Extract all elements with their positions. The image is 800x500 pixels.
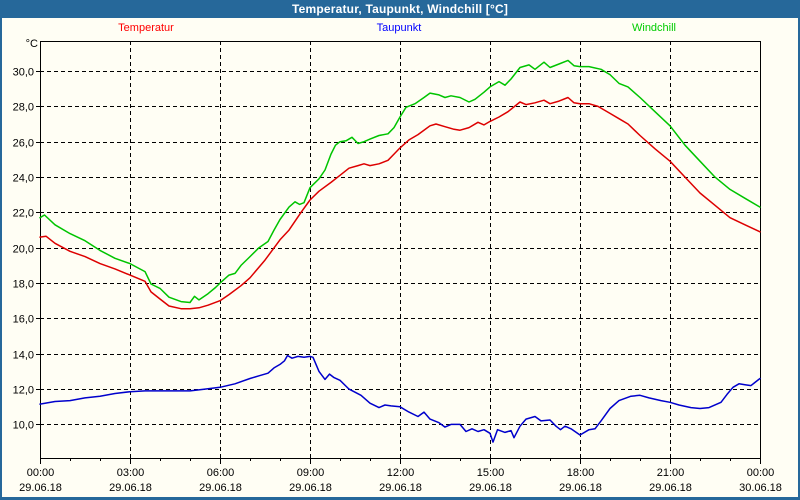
x-axis-date-label: 29.06.18: [199, 482, 242, 494]
legend-temperatur: Temperatur: [118, 22, 174, 34]
x-axis-time-label: 06:00: [207, 467, 235, 479]
series-line-temperatur: [39, 96, 761, 310]
y-axis-tick-label: 28,0: [13, 102, 34, 114]
y-axis-tick-label: 20,0: [13, 244, 34, 256]
x-axis-time-label: 15:00: [477, 467, 505, 479]
y-axis-tick-label: 14,0: [13, 350, 34, 362]
series-line-taupunkt: [39, 354, 761, 443]
x-axis-time-label: 21:00: [657, 467, 685, 479]
y-axis-tick-label: 18,0: [13, 279, 34, 291]
legend-taupunkt: Taupunkt: [376, 22, 422, 34]
y-axis-tick-label: 24,0: [13, 173, 34, 185]
y-axis-unit-label: °C: [25, 38, 38, 50]
x-axis-time-label: 00:00: [27, 467, 55, 479]
plot-border: [40, 41, 761, 459]
x-axis-time-label: 00:00: [747, 467, 775, 479]
window-title-bar: Temperatur, Taupunkt, Windchill [°C]: [2, 0, 798, 18]
y-axis-tick-label: 22,0: [13, 208, 34, 220]
x-axis-time-label: 03:00: [117, 467, 145, 479]
y-axis-tick-label: 30,0: [13, 67, 34, 79]
x-axis-date-label: 29.06.18: [649, 482, 692, 494]
x-axis-time-label: 12:00: [387, 467, 415, 479]
legend-windchill: Windchill: [631, 22, 677, 34]
x-axis-time-label: 18:00: [567, 467, 595, 479]
y-axis-tick-label: 10,0: [13, 420, 34, 432]
window-title: Temperatur, Taupunkt, Windchill [°C]: [291, 2, 509, 16]
x-axis-date-label: 29.06.18: [289, 482, 332, 494]
y-axis-tick-label: 16,0: [13, 314, 34, 326]
x-axis-date-label: 29.06.18: [19, 482, 62, 494]
x-axis-time-label: 09:00: [297, 467, 325, 479]
series-line-windchill: [39, 59, 761, 304]
x-axis-date-label: 30.06.18: [739, 482, 782, 494]
x-axis-date-label: 29.06.18: [469, 482, 512, 494]
x-axis-date-label: 29.06.18: [109, 482, 152, 494]
x-axis-date-label: 29.06.18: [379, 482, 422, 494]
x-axis-date-label: 29.06.18: [559, 482, 602, 494]
y-axis-tick-label: 12,0: [13, 385, 34, 397]
y-axis-tick-label: 26,0: [13, 138, 34, 150]
